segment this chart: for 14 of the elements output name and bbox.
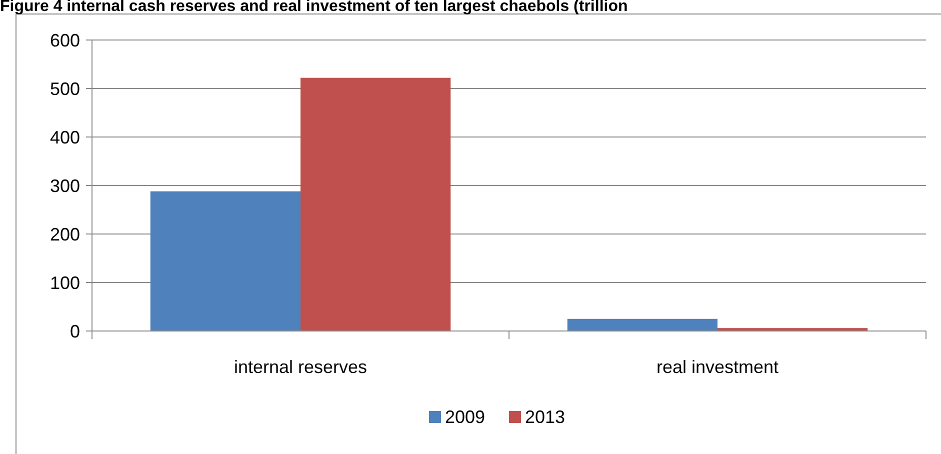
y-tick-label: 300 — [50, 176, 80, 196]
bar — [150, 191, 300, 331]
bar — [567, 318, 718, 331]
y-tick-label: 100 — [50, 272, 80, 293]
bar — [300, 78, 451, 331]
y-tick-label: 400 — [50, 127, 80, 148]
y-tick-label: 600 — [50, 30, 80, 50]
y-tick-label: 200 — [50, 224, 80, 244]
y-tick-label: 500 — [50, 78, 80, 99]
legend-label: 2009 — [445, 407, 486, 427]
x-tick-label: internal reserves — [234, 357, 368, 377]
legend-label: 2013 — [525, 407, 566, 427]
x-tick-label: real investment — [656, 357, 779, 377]
y-tick-label: 0 — [70, 321, 80, 342]
